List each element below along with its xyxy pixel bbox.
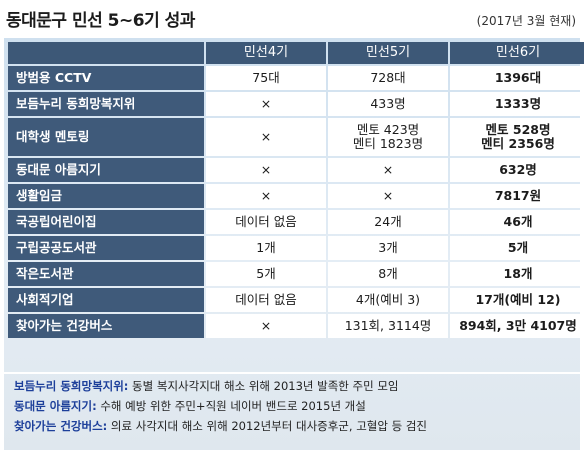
cell-term5: × xyxy=(328,184,448,208)
cell-term6: 46개 xyxy=(450,210,584,234)
cell-term6: 17개(예비 12) xyxy=(450,288,584,312)
row-label: 생활임금 xyxy=(8,184,204,208)
table-row: 보듬누리 동희망복지위 × 433명 1333명 xyxy=(8,92,584,116)
table-row: 구립공공도서관 1개 3개 5개 xyxy=(8,236,584,260)
row-label: 보듬누리 동희망복지위 xyxy=(8,92,204,116)
header-row: 민선4기 민선5기 민선6기 xyxy=(8,42,584,64)
cell-term6: 5개 xyxy=(450,236,584,260)
cell-term5: 24개 xyxy=(328,210,448,234)
table-row: 사회적기업 데이터 없음 4개(예비 3) 17개(예비 12) xyxy=(8,288,584,312)
row-label: 찾아가는 건강버스 xyxy=(8,314,204,338)
cell-term4: × xyxy=(206,314,326,338)
footnote: 보듬누리 동희망복지위: 동별 복지사각지대 해소 위해 2013년 발족한 주… xyxy=(14,376,572,396)
cell-term5: 멘토 423명 멘티 1823명 xyxy=(328,118,448,156)
header-term5: 민선5기 xyxy=(328,42,448,64)
footnote-text: 의료 사각지대 해소 위해 2012년부터 대사증후군, 고혈압 등 검진 xyxy=(107,419,427,433)
footnote-text: 수해 예방 위한 주민+직원 네이버 밴드로 2015년 개설 xyxy=(96,399,366,413)
cell-term5: 8개 xyxy=(328,262,448,286)
cell-term4: 1개 xyxy=(206,236,326,260)
footnote: 동대문 아름지기: 수해 예방 위한 주민+직원 네이버 밴드로 2015년 개… xyxy=(14,396,572,416)
table-row: 대학생 멘토링 × 멘토 423명 멘티 1823명 멘토 528명 멘티 23… xyxy=(8,118,584,156)
cell-term6: 멘토 528명 멘티 2356명 xyxy=(450,118,584,156)
row-label: 작은도서관 xyxy=(8,262,204,286)
cell-term5: 3개 xyxy=(328,236,448,260)
row-label: 동대문 아름지기 xyxy=(8,158,204,182)
table-row: 동대문 아름지기 × × 632명 xyxy=(8,158,584,182)
table-row: 찾아가는 건강버스 × 131회, 3114명 894회, 3만 4107명 xyxy=(8,314,584,338)
header-term6: 민선6기 xyxy=(450,42,584,64)
divider xyxy=(4,372,580,374)
cell-term4: 데이터 없음 xyxy=(206,210,326,234)
table-row: 국공립어린이집 데이터 없음 24개 46개 xyxy=(8,210,584,234)
header-corner xyxy=(8,42,204,64)
date-note: (2017년 3월 현재) xyxy=(476,14,576,28)
footnote-term: 찾아가는 건강버스: xyxy=(14,419,108,433)
cell-term4: 데이터 없음 xyxy=(206,288,326,312)
cell-term6: 894회, 3만 4107명 xyxy=(450,314,584,338)
cell-term5: 728대 xyxy=(328,66,448,90)
row-label: 국공립어린이집 xyxy=(8,210,204,234)
header-term4: 민선4기 xyxy=(206,42,326,64)
footnotes: 보듬누리 동희망복지위: 동별 복지사각지대 해소 위해 2013년 발족한 주… xyxy=(14,376,572,436)
row-label: 방범용 CCTV xyxy=(8,66,204,90)
cell-term6: 632명 xyxy=(450,158,584,182)
table-row: 작은도서관 5개 8개 18개 xyxy=(8,262,584,286)
cell-term4: 5개 xyxy=(206,262,326,286)
cell-term6: 18개 xyxy=(450,262,584,286)
cell-term5: 4개(예비 3) xyxy=(328,288,448,312)
cell-term6: 1396대 xyxy=(450,66,584,90)
cell-term5: 131회, 3114명 xyxy=(328,314,448,338)
cell-term5: 433명 xyxy=(328,92,448,116)
cell-term4: 75대 xyxy=(206,66,326,90)
footnote: 찾아가는 건강버스: 의료 사각지대 해소 위해 2012년부터 대사증후군, … xyxy=(14,416,572,436)
stats-table: 민선4기 민선5기 민선6기 방범용 CCTV 75대 728대 1396대 보… xyxy=(6,40,584,340)
footnote-term: 보듬누리 동희망복지위: xyxy=(14,379,129,393)
cell-term4: × xyxy=(206,118,326,156)
footnote-term: 동대문 아름지기: xyxy=(14,399,97,413)
table-row: 방범용 CCTV 75대 728대 1396대 xyxy=(8,66,584,90)
row-label: 구립공공도서관 xyxy=(8,236,204,260)
row-label: 사회적기업 xyxy=(8,288,204,312)
cell-term5: × xyxy=(328,158,448,182)
page-title: 동대문구 민선 5~6기 성과 xyxy=(6,11,195,31)
cell-term4: × xyxy=(206,158,326,182)
cell-term4: × xyxy=(206,184,326,208)
cell-term6: 7817원 xyxy=(450,184,584,208)
footnote-text: 동별 복지사각지대 해소 위해 2013년 발족한 주민 모임 xyxy=(128,379,399,393)
row-label: 대학생 멘토링 xyxy=(8,118,204,156)
cell-term6: 1333명 xyxy=(450,92,584,116)
cell-term4: × xyxy=(206,92,326,116)
table-row: 생활임금 × × 7817원 xyxy=(8,184,584,208)
